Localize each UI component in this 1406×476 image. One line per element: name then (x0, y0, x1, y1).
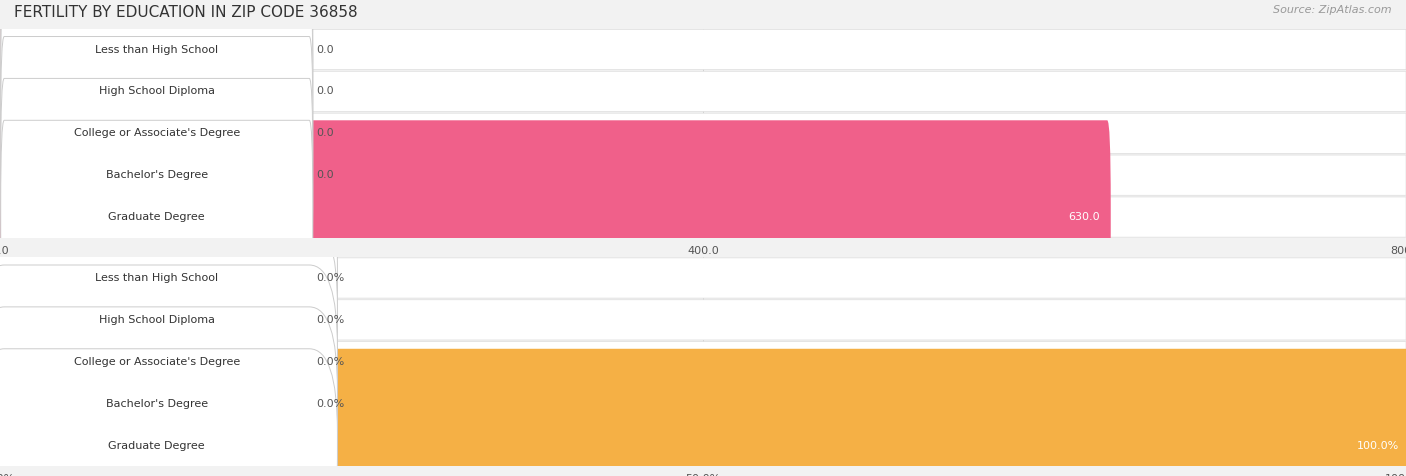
Text: 0.0: 0.0 (316, 128, 335, 139)
Text: 0.0%: 0.0% (316, 273, 344, 283)
FancyBboxPatch shape (0, 113, 1406, 153)
FancyBboxPatch shape (0, 71, 1406, 111)
Text: High School Diploma: High School Diploma (98, 315, 215, 325)
Text: Bachelor's Degree: Bachelor's Degree (105, 398, 208, 409)
Text: High School Diploma: High School Diploma (98, 86, 215, 97)
Text: Graduate Degree: Graduate Degree (108, 440, 205, 451)
Text: 100.0%: 100.0% (1357, 440, 1399, 451)
FancyBboxPatch shape (0, 384, 1406, 424)
FancyBboxPatch shape (0, 0, 314, 146)
Text: 0.0%: 0.0% (316, 315, 344, 325)
Text: College or Associate's Degree: College or Associate's Degree (73, 128, 240, 139)
FancyBboxPatch shape (0, 307, 32, 476)
FancyBboxPatch shape (0, 342, 1406, 382)
FancyBboxPatch shape (0, 223, 337, 416)
FancyBboxPatch shape (0, 349, 1406, 476)
FancyBboxPatch shape (0, 258, 1406, 298)
Text: Less than High School: Less than High School (96, 273, 218, 283)
FancyBboxPatch shape (0, 30, 1406, 69)
FancyBboxPatch shape (0, 79, 8, 272)
FancyBboxPatch shape (0, 426, 1406, 466)
FancyBboxPatch shape (0, 155, 1406, 195)
Text: Graduate Degree: Graduate Degree (108, 212, 205, 222)
FancyBboxPatch shape (0, 37, 8, 230)
Text: 0.0%: 0.0% (316, 357, 344, 367)
FancyBboxPatch shape (0, 37, 314, 230)
FancyBboxPatch shape (0, 307, 337, 476)
FancyBboxPatch shape (0, 120, 314, 314)
Text: 0.0: 0.0 (316, 170, 335, 180)
FancyBboxPatch shape (0, 181, 337, 375)
Text: Source: ZipAtlas.com: Source: ZipAtlas.com (1274, 5, 1392, 15)
FancyBboxPatch shape (0, 197, 1406, 237)
FancyBboxPatch shape (0, 0, 8, 146)
FancyBboxPatch shape (0, 223, 32, 416)
Text: College or Associate's Degree: College or Associate's Degree (73, 357, 240, 367)
Text: Bachelor's Degree: Bachelor's Degree (105, 170, 208, 180)
Text: 0.0%: 0.0% (316, 398, 344, 409)
FancyBboxPatch shape (0, 79, 314, 272)
FancyBboxPatch shape (0, 0, 8, 188)
Text: FERTILITY BY EDUCATION IN ZIP CODE 36858: FERTILITY BY EDUCATION IN ZIP CODE 36858 (14, 5, 357, 20)
FancyBboxPatch shape (0, 265, 337, 458)
Text: Less than High School: Less than High School (96, 44, 218, 55)
FancyBboxPatch shape (0, 300, 1406, 340)
Text: 0.0: 0.0 (316, 44, 335, 55)
Text: 0.0: 0.0 (316, 86, 335, 97)
FancyBboxPatch shape (0, 265, 32, 458)
FancyBboxPatch shape (0, 181, 32, 375)
Text: 630.0: 630.0 (1069, 212, 1099, 222)
FancyBboxPatch shape (0, 0, 314, 188)
FancyBboxPatch shape (0, 349, 337, 476)
FancyBboxPatch shape (0, 120, 1111, 314)
